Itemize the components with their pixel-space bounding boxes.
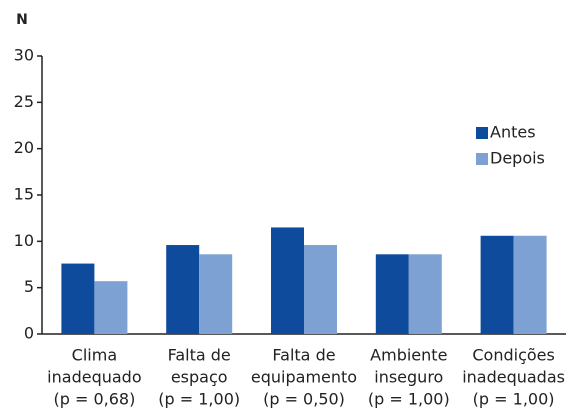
x-tick-label: inseguro [374, 368, 443, 387]
bar [94, 281, 128, 334]
bar [480, 235, 514, 334]
x-tick-label: Clima [72, 346, 117, 365]
x-tick-label: Condições [472, 346, 554, 365]
x-tick-label: inadequado [47, 368, 141, 387]
x-tick-label: (p = 1,00) [368, 390, 450, 409]
x-tick-label: (p = 1,00) [158, 390, 240, 409]
y-tick-label: 15 [14, 185, 34, 204]
x-tick-label: equipamento [251, 368, 357, 387]
y-axis-label: N [16, 12, 28, 28]
y-tick-label: 20 [14, 138, 34, 157]
bar [375, 254, 409, 334]
x-tick-label: Falta de [272, 346, 335, 365]
y-tick-label: 5 [24, 277, 34, 296]
y-tick-label: 0 [24, 324, 34, 343]
x-tick-label: (p = 0,68) [53, 390, 135, 409]
bar [61, 263, 95, 334]
x-tick-label: inadequadas [462, 368, 565, 387]
x-tick-label: (p = 0,50) [263, 390, 345, 409]
y-tick-label: 30 [14, 46, 34, 65]
bar [271, 227, 304, 334]
y-tick-label: 25 [14, 92, 34, 111]
bar [166, 245, 200, 334]
x-tick-label: espaço [171, 368, 228, 387]
legend-swatch [476, 153, 488, 165]
bar [304, 245, 337, 334]
x-tick-label: (p = 1,00) [473, 390, 555, 409]
legend-swatch [476, 127, 488, 139]
legend-label: Depois [490, 149, 545, 168]
bar [199, 254, 233, 334]
bar [408, 254, 442, 334]
bar [513, 235, 547, 334]
y-tick-label: 10 [14, 231, 34, 250]
x-tick-label: Ambiente [370, 346, 447, 365]
legend-label: Antes [490, 123, 536, 142]
x-tick-label: Falta de [168, 346, 231, 365]
